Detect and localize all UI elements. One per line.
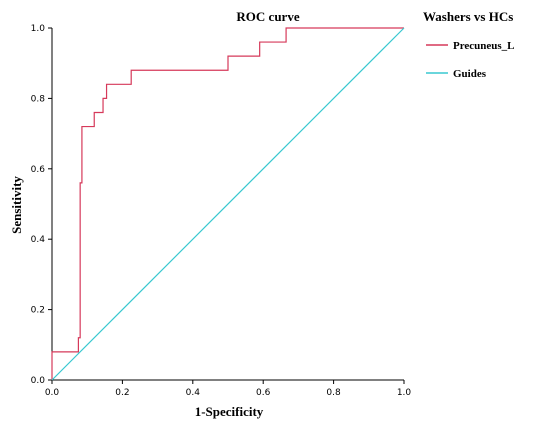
- x-tick-label: 0.8: [326, 388, 341, 398]
- y-tick-label: 0.6: [31, 165, 46, 175]
- y-tick-label: 0.8: [31, 94, 46, 104]
- y-axis-title: Sensitivity: [9, 176, 24, 234]
- legend-items: Precuneus_L Guides: [426, 40, 515, 80]
- legend-label-guides: Guides: [453, 68, 487, 80]
- x-tick-label: 0.0: [45, 388, 60, 398]
- x-axis-ticks: 0.0 0.2 0.4 0.6 0.8 1.0: [45, 380, 412, 398]
- x-tick-label: 1.0: [397, 388, 412, 398]
- plot-area: 0.0 0.2 0.4 0.6 0.8 1.0 0.0 0.2 0.4 0.6 0.8 1.0: [31, 24, 412, 398]
- legend: Washers vs HCs Precuneus_L Guides: [423, 9, 515, 80]
- x-axis-title: 1-Specificity: [195, 404, 264, 419]
- y-tick-label: 0.0: [31, 376, 46, 386]
- y-tick-label: 0.4: [31, 235, 46, 245]
- legend-title: Washers vs HCs: [423, 9, 513, 24]
- y-tick-label: 1.0: [31, 24, 46, 34]
- legend-label-precuneus-l: Precuneus_L: [453, 40, 515, 52]
- y-tick-label: 0.2: [31, 306, 45, 316]
- x-tick-label: 0.6: [256, 388, 271, 398]
- chart-title: ROC curve: [236, 9, 299, 24]
- series-line-guides: [51, 27, 405, 381]
- x-tick-label: 0.2: [115, 388, 129, 398]
- series-layer: [51, 27, 405, 381]
- series-line-precuneus-l: [51, 27, 404, 380]
- y-axis-ticks: 0.0 0.2 0.4 0.6 0.8 1.0: [31, 24, 52, 386]
- x-tick-label: 0.4: [186, 388, 201, 398]
